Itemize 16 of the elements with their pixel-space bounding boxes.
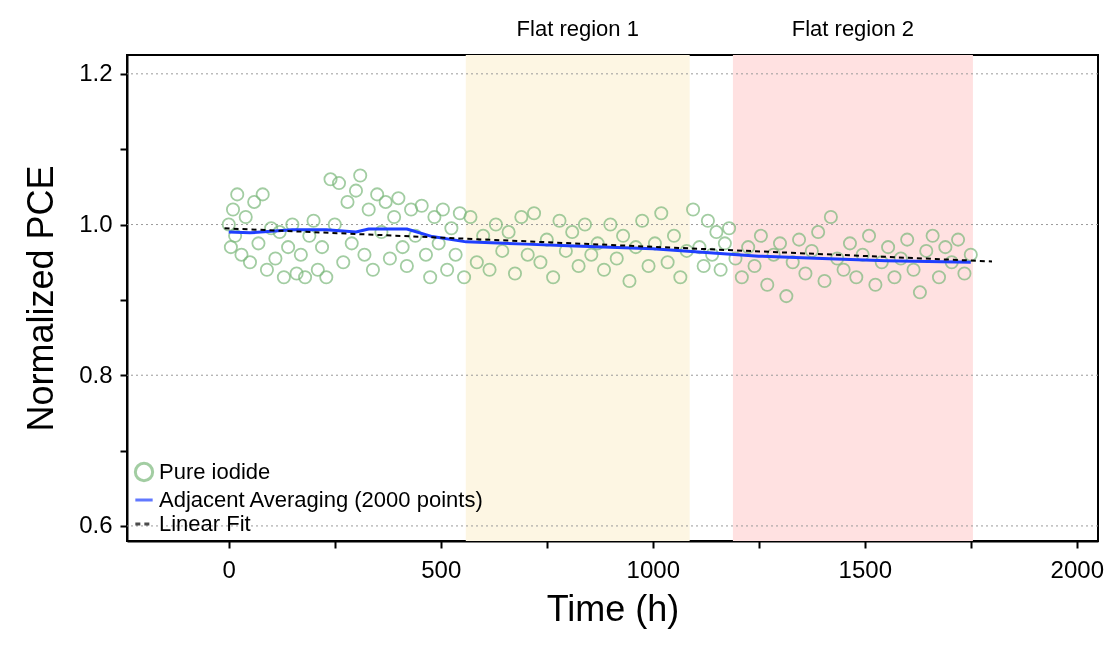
band-label: Flat region 2 [791, 16, 915, 41]
y-axis-title: Normalized PCE [20, 165, 62, 432]
x-axis-title: Time (h) [546, 587, 680, 629]
y-tick-label: 0.6 [79, 511, 113, 539]
band-label: Flat region 1 [516, 16, 639, 41]
y-tick-label: 1.0 [79, 210, 113, 238]
x-tick-label: 1500 [838, 555, 892, 583]
x-tick-label: 500 [421, 555, 462, 583]
x-tick-label: 1000 [626, 555, 680, 583]
legend-label: Pure iodide [159, 459, 271, 484]
y-tick-label: 0.8 [79, 360, 113, 388]
x-tick-label: 0 [222, 555, 236, 583]
legend-label: Adjacent Averaging (2000 points) [159, 487, 483, 512]
legend-label: Linear Fit [159, 511, 251, 536]
y-tick-label: 1.2 [79, 59, 113, 87]
x-tick-label: 2000 [1050, 555, 1104, 583]
